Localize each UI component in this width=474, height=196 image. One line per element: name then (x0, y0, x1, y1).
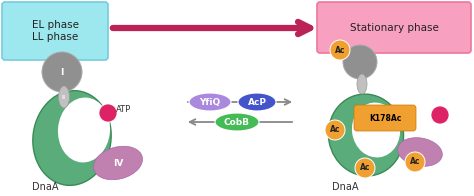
Circle shape (99, 104, 117, 122)
Circle shape (330, 40, 350, 60)
Text: III: III (67, 143, 77, 152)
Circle shape (325, 120, 345, 140)
Text: Ac: Ac (330, 125, 340, 134)
Text: K178Ac: K178Ac (369, 113, 401, 122)
FancyBboxPatch shape (317, 2, 471, 53)
Ellipse shape (58, 86, 70, 108)
Circle shape (405, 152, 425, 172)
Text: YfiQ: YfiQ (200, 97, 220, 106)
Text: I: I (60, 67, 64, 76)
Text: Stationary phase: Stationary phase (349, 23, 438, 33)
Ellipse shape (328, 94, 403, 176)
Ellipse shape (189, 93, 231, 111)
Text: AcP: AcP (247, 97, 266, 106)
Text: DnaA: DnaA (32, 182, 58, 192)
Text: Ac: Ac (335, 45, 345, 54)
Ellipse shape (352, 103, 400, 157)
Ellipse shape (215, 113, 259, 131)
Circle shape (355, 158, 375, 178)
Ellipse shape (58, 98, 110, 162)
Text: EL phase
LL phase: EL phase LL phase (31, 20, 79, 42)
Ellipse shape (33, 91, 111, 185)
Text: Ac: Ac (360, 163, 370, 172)
Ellipse shape (93, 146, 143, 180)
Ellipse shape (238, 93, 276, 111)
Circle shape (431, 106, 449, 124)
Text: Ac: Ac (410, 158, 420, 166)
Text: II: II (62, 94, 66, 100)
Circle shape (343, 45, 377, 79)
Text: CobB: CobB (224, 117, 250, 126)
Text: DnaA: DnaA (332, 182, 358, 192)
Ellipse shape (357, 74, 367, 94)
Text: IV: IV (113, 159, 123, 168)
Text: ATP: ATP (117, 104, 132, 113)
FancyBboxPatch shape (2, 2, 108, 60)
FancyBboxPatch shape (354, 105, 416, 131)
Circle shape (42, 52, 82, 92)
Ellipse shape (398, 138, 442, 166)
